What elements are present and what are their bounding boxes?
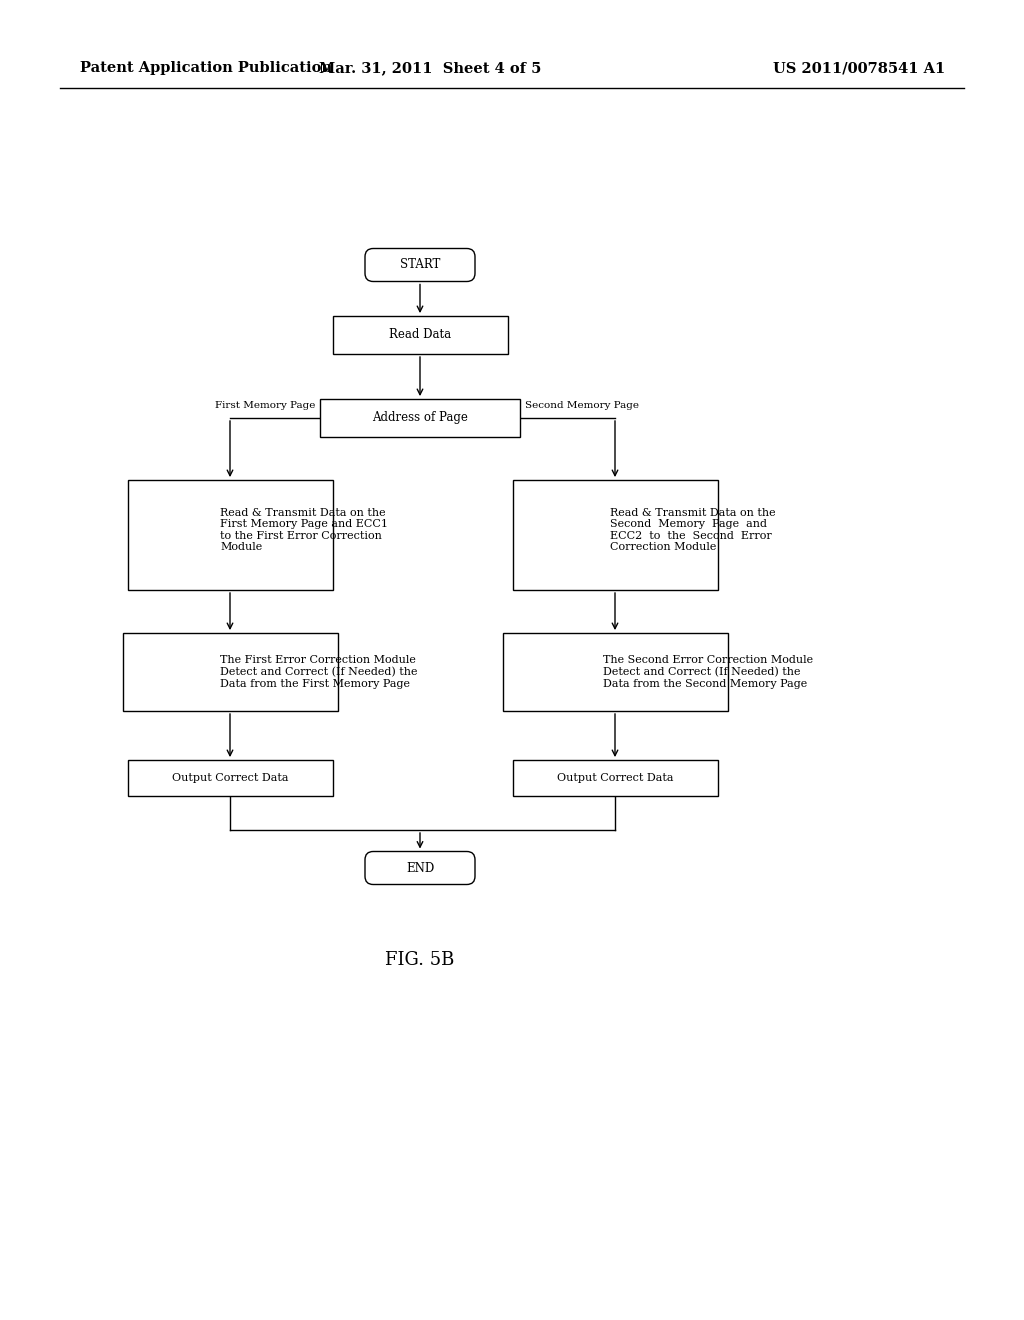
Bar [333, 315, 508, 354]
Bar [503, 634, 727, 711]
Text: Patent Application Publication: Patent Application Publication [80, 61, 332, 75]
Text: The Second Error Correction Module
Detect and Correct (If Needed) the
Data from : The Second Error Correction Module Detec… [603, 655, 813, 689]
Text: Read & Transmit Data on the
Second  Memory  Page  and
ECC2  to  the  Second  Err: Read & Transmit Data on the Second Memor… [610, 508, 775, 552]
Text: Mar. 31, 2011  Sheet 4 of 5: Mar. 31, 2011 Sheet 4 of 5 [318, 61, 542, 75]
Text: START: START [399, 259, 440, 272]
Text: Read Data: Read Data [389, 329, 451, 342]
Bar [128, 760, 333, 796]
FancyBboxPatch shape [365, 851, 475, 884]
Bar [123, 634, 338, 711]
Text: The First Error Correction Module
Detect and Correct (If Needed) the
Data from t: The First Error Correction Module Detect… [220, 655, 418, 689]
Text: FIG. 5B: FIG. 5B [385, 950, 455, 969]
Text: Read & Transmit Data on the
First Memory Page and ECC1
to the First Error Correc: Read & Transmit Data on the First Memory… [220, 508, 388, 552]
Bar [512, 480, 718, 590]
Text: US 2011/0078541 A1: US 2011/0078541 A1 [773, 61, 945, 75]
Text: Output Correct Data: Output Correct Data [172, 774, 288, 783]
Bar [512, 760, 718, 796]
Text: Second Memory Page: Second Memory Page [525, 401, 639, 411]
Bar [319, 399, 520, 437]
Text: END: END [406, 862, 434, 874]
Text: First Memory Page: First Memory Page [215, 401, 315, 411]
FancyBboxPatch shape [365, 248, 475, 281]
Bar [128, 480, 333, 590]
Text: Address of Page: Address of Page [372, 412, 468, 425]
Text: Output Correct Data: Output Correct Data [557, 774, 673, 783]
